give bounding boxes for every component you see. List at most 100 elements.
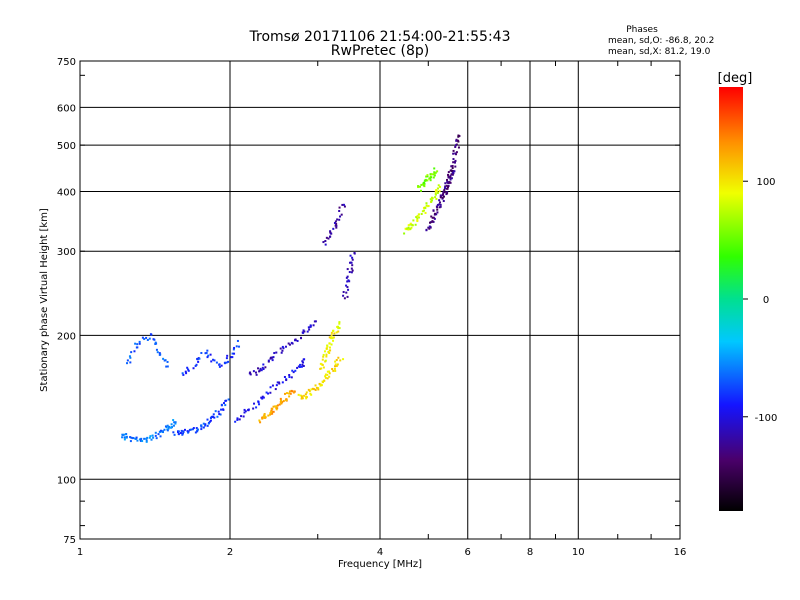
data-point (123, 436, 126, 439)
data-point (451, 173, 454, 176)
data-point (309, 392, 312, 395)
data-point (166, 360, 169, 363)
data-point (301, 396, 304, 399)
data-point (279, 347, 282, 350)
data-point (334, 369, 337, 372)
data-point (442, 200, 445, 203)
data-point (442, 192, 445, 195)
data-point (227, 398, 230, 401)
data-point (158, 352, 161, 355)
data-point (291, 342, 294, 345)
data-point (433, 171, 436, 174)
data-point (227, 360, 230, 363)
data-point (288, 376, 291, 379)
data-point (430, 176, 433, 179)
data-point (335, 226, 338, 229)
data-point (292, 391, 295, 394)
data-point (125, 436, 128, 439)
data-point (226, 354, 229, 357)
data-point (333, 332, 336, 335)
stats-x-line: mean, sd,X: 81.2, 19.0 (608, 47, 711, 57)
data-point (167, 427, 170, 430)
data-point (160, 429, 163, 432)
x-tick-label: 8 (527, 547, 533, 558)
data-point (436, 211, 439, 214)
data-point (434, 212, 437, 215)
data-point (425, 202, 428, 205)
data-point (181, 432, 184, 435)
data-point (409, 227, 412, 230)
data-point (215, 361, 218, 364)
data-point (429, 179, 432, 182)
data-point (330, 334, 333, 337)
data-point (280, 402, 283, 405)
data-point (436, 187, 439, 190)
data-point (350, 271, 353, 274)
data-point (187, 430, 190, 433)
data-point (407, 224, 410, 227)
data-point (310, 393, 313, 396)
data-point (200, 428, 203, 431)
data-point (204, 352, 207, 355)
data-point (332, 336, 335, 339)
data-point (278, 381, 281, 384)
data-point (443, 187, 446, 190)
data-point (123, 438, 126, 441)
data-point (448, 176, 451, 179)
data-point (436, 208, 439, 211)
y-tick-label: 300 (57, 247, 76, 258)
data-point (305, 396, 308, 399)
data-point (299, 394, 302, 397)
data-point (206, 356, 209, 359)
data-point (338, 218, 341, 221)
data-point (282, 400, 285, 403)
data-point (308, 389, 311, 392)
data-point (278, 382, 281, 385)
data-point (328, 342, 331, 345)
data-point (159, 435, 162, 438)
data-point (304, 393, 307, 396)
data-point (146, 436, 149, 439)
data-point (146, 338, 149, 341)
data-point (298, 365, 301, 368)
data-point (435, 189, 438, 192)
data-point (252, 407, 255, 410)
data-point (264, 366, 267, 369)
data-point (353, 252, 356, 255)
data-point (443, 188, 446, 191)
data-point (330, 331, 333, 334)
data-point (416, 217, 419, 220)
data-point (324, 243, 327, 246)
data-point (186, 430, 189, 433)
data-point (264, 415, 267, 418)
data-point (198, 357, 201, 360)
data-point (195, 427, 198, 430)
data-point (305, 391, 308, 394)
data-point (152, 436, 155, 439)
data-point (288, 395, 291, 398)
data-point (307, 388, 310, 391)
data-point (281, 401, 284, 404)
data-point (270, 407, 273, 410)
data-point (432, 209, 435, 212)
data-point (187, 368, 190, 371)
data-point (421, 210, 424, 213)
data-point (420, 183, 423, 186)
data-point (285, 398, 288, 401)
data-point (187, 369, 190, 372)
data-point (444, 182, 447, 185)
data-point (322, 241, 325, 244)
data-point (236, 339, 239, 342)
data-point (432, 176, 435, 179)
data-point (135, 346, 138, 349)
data-point (192, 427, 195, 430)
data-point (444, 185, 447, 188)
data-point (270, 409, 273, 412)
data-point (283, 375, 286, 378)
data-point (423, 181, 426, 184)
data-point (431, 197, 434, 200)
data-point (291, 390, 294, 393)
data-point (325, 353, 328, 356)
data-point (220, 364, 223, 367)
data-point (434, 192, 437, 195)
